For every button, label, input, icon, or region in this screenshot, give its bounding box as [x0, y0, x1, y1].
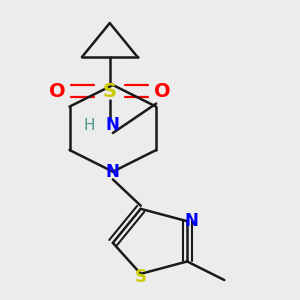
Text: S: S — [103, 82, 117, 101]
Text: O: O — [154, 82, 171, 101]
Text: N: N — [106, 116, 120, 134]
Text: H: H — [84, 118, 95, 133]
Text: N: N — [185, 212, 199, 230]
Text: S: S — [135, 268, 147, 286]
Text: N: N — [106, 163, 120, 181]
Text: O: O — [49, 82, 65, 101]
